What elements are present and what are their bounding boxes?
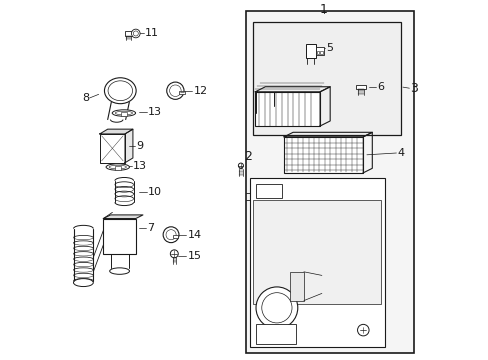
Text: 2: 2	[244, 150, 252, 163]
Bar	[256, 324, 295, 344]
Ellipse shape	[73, 279, 93, 287]
Text: 12: 12	[193, 86, 207, 96]
Text: 15: 15	[187, 251, 201, 261]
Text: 3: 3	[409, 82, 417, 95]
Circle shape	[166, 82, 183, 99]
Bar	[255, 92, 320, 126]
Bar	[249, 178, 384, 347]
Circle shape	[131, 29, 140, 38]
Bar	[103, 219, 136, 254]
Bar	[256, 184, 281, 198]
Bar	[253, 22, 400, 135]
Circle shape	[170, 250, 178, 258]
Ellipse shape	[104, 78, 136, 104]
Text: 5: 5	[325, 42, 332, 53]
Bar	[289, 272, 303, 301]
Text: 13: 13	[148, 107, 162, 117]
Polygon shape	[363, 132, 371, 173]
Circle shape	[163, 227, 179, 243]
Polygon shape	[320, 87, 329, 126]
Bar	[320, 51, 322, 54]
Bar	[316, 51, 319, 54]
Ellipse shape	[106, 164, 129, 170]
Bar	[315, 47, 323, 55]
Circle shape	[357, 324, 368, 336]
Bar	[246, 11, 413, 353]
Circle shape	[133, 31, 138, 36]
Text: 4: 4	[397, 148, 404, 158]
Circle shape	[256, 287, 297, 329]
Text: 1: 1	[319, 3, 327, 15]
Bar	[284, 137, 363, 173]
Polygon shape	[100, 129, 133, 134]
Text: 13: 13	[133, 161, 146, 171]
Bar	[115, 166, 121, 170]
Text: 11: 11	[144, 28, 158, 38]
Polygon shape	[284, 132, 371, 137]
Bar	[173, 235, 177, 238]
Ellipse shape	[109, 268, 129, 274]
Text: 6: 6	[376, 82, 383, 92]
Text: 8: 8	[81, 93, 89, 103]
Circle shape	[238, 163, 243, 168]
Bar	[179, 91, 185, 94]
Bar	[253, 200, 381, 304]
Ellipse shape	[112, 110, 135, 116]
Text: 9: 9	[136, 141, 143, 151]
Text: 14: 14	[187, 230, 202, 240]
Text: 7: 7	[147, 222, 154, 233]
Polygon shape	[125, 129, 133, 163]
Polygon shape	[103, 215, 142, 219]
Bar	[100, 134, 125, 163]
Text: 10: 10	[148, 186, 162, 197]
Bar	[121, 112, 126, 116]
Bar	[355, 85, 366, 89]
Bar	[305, 44, 315, 58]
Polygon shape	[255, 87, 329, 92]
Bar	[125, 31, 132, 36]
